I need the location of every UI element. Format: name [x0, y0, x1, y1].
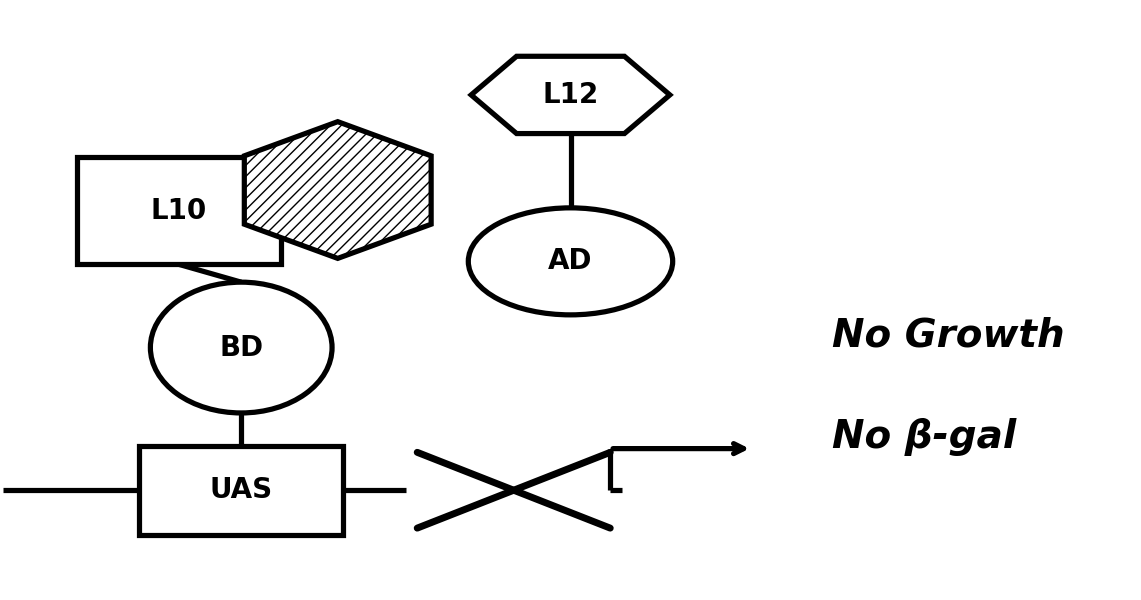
Polygon shape [244, 122, 431, 259]
FancyBboxPatch shape [139, 446, 343, 535]
Ellipse shape [468, 208, 673, 315]
Text: L10: L10 [151, 197, 207, 225]
Text: No β-gal: No β-gal [832, 418, 1015, 456]
FancyBboxPatch shape [76, 157, 281, 265]
Text: BD: BD [219, 334, 264, 362]
Ellipse shape [151, 282, 332, 413]
Text: UAS: UAS [210, 476, 273, 504]
Polygon shape [471, 56, 670, 134]
Text: L12: L12 [542, 81, 599, 109]
Text: No Growth: No Growth [832, 317, 1065, 355]
Text: AD: AD [548, 247, 593, 275]
